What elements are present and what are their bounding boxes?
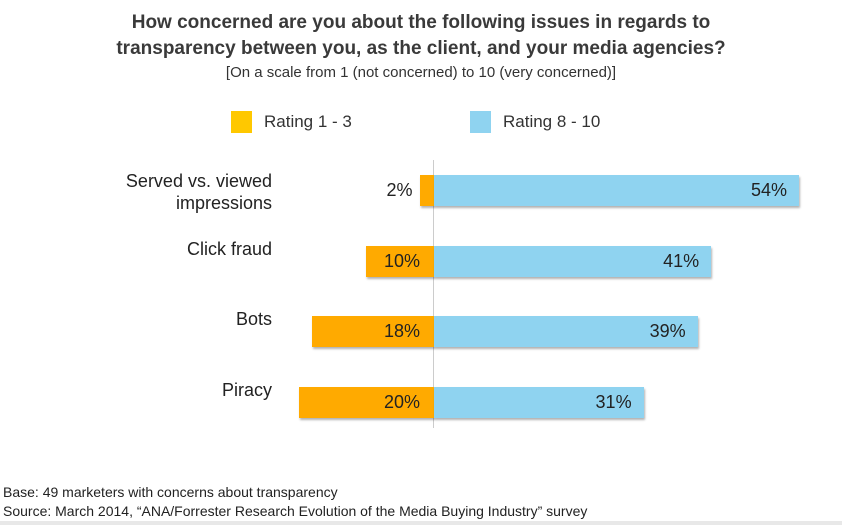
- chart-title-line-1: How concerned are you about the followin…: [131, 12, 711, 33]
- data-label-rating-8-10: 41%: [663, 251, 700, 271]
- category-label: Served vs. viewed impressions: [125, 171, 272, 213]
- bottom-border: [0, 521, 842, 525]
- data-label-rating-8-10: 54%: [751, 180, 788, 200]
- legend-label-low: Rating 1 - 3: [264, 112, 352, 131]
- legend-swatch-low: [231, 111, 252, 133]
- data-label-rating-8-10: 31%: [595, 392, 632, 412]
- zero-axis-line: [433, 160, 434, 428]
- bar-rating-1-3: [420, 175, 434, 206]
- data-label-rating-1-3: 10%: [384, 251, 421, 271]
- bar-rating-8-10: [434, 246, 712, 277]
- bar-rating-1-3: [366, 246, 434, 277]
- data-label-rating-1-3: 20%: [384, 392, 421, 412]
- bar-rating-8-10: [434, 175, 800, 206]
- bar-rating-8-10: [434, 316, 698, 347]
- category-label: Piracy: [221, 380, 272, 400]
- data-label-rating-8-10: 39%: [649, 321, 686, 341]
- bar-rating-1-3: [298, 387, 434, 418]
- legend-item-low: Rating 1 - 3: [231, 111, 352, 133]
- category-label: Bots: [235, 309, 272, 329]
- legend-item-high: Rating 8 - 10: [470, 111, 600, 133]
- footer-source: Source: March 2014, “ANA/Forrester Resea…: [3, 503, 588, 519]
- legend-label-high: Rating 8 - 10: [503, 112, 601, 131]
- chart-subtitle: [On a scale from 1 (not concerned) to 10…: [225, 64, 617, 81]
- data-label-rating-1-3: 2%: [386, 180, 413, 200]
- bar-rating-1-3: [312, 316, 434, 347]
- footer-base: Base: 49 marketers with concerns about t…: [3, 484, 338, 500]
- data-label-rating-1-3: 18%: [384, 321, 421, 341]
- chart-title-line-2: transparency between you, as the client,…: [116, 38, 726, 59]
- legend-swatch-high: [470, 111, 491, 133]
- category-label: Click fraud: [186, 239, 272, 259]
- bar-rating-8-10: [434, 387, 644, 418]
